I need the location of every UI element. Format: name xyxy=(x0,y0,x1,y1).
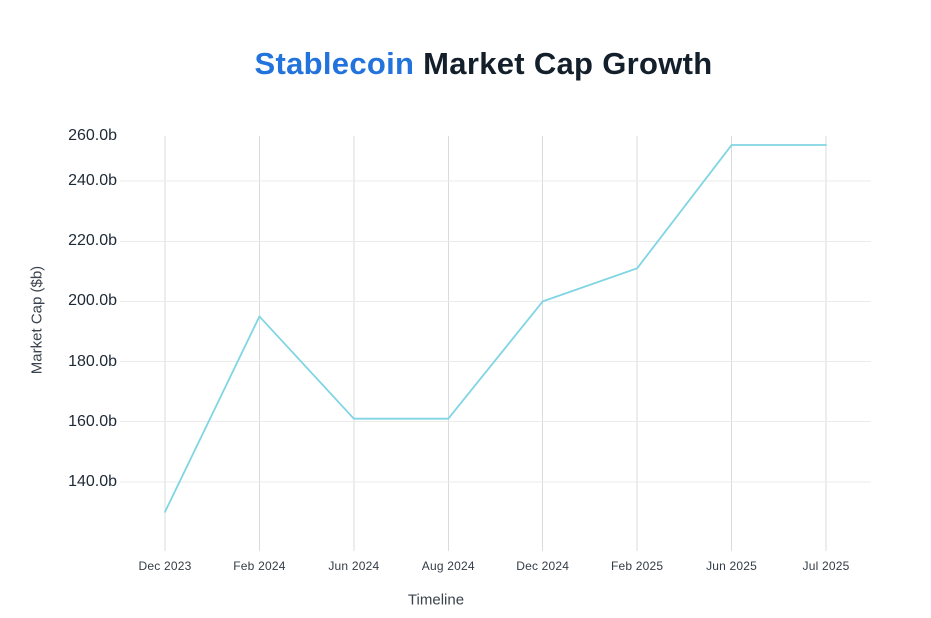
y-axis-title: Market Cap ($b) xyxy=(28,265,46,375)
y-tick-label: 180.0b xyxy=(68,352,117,370)
y-tick-label: 240.0b xyxy=(68,172,117,190)
market-cap-series-line xyxy=(164,144,827,513)
x-tick-label: Feb 2024 xyxy=(233,559,286,573)
y-tick-label: 260.0b xyxy=(68,127,117,144)
y-tick-label: 140.0b xyxy=(68,472,117,490)
chart-title: Stablecoin Market Cap Growth xyxy=(18,46,931,82)
x-axis-title: Timeline xyxy=(407,591,465,609)
x-tick-label: Jun 2025 xyxy=(706,559,758,573)
y-tick-label: 160.0b xyxy=(68,412,117,430)
x-tick-label: Dec 2023 xyxy=(138,559,192,573)
chart-title-highlight: Stablecoin xyxy=(254,46,415,81)
chart-title-rest: Market Cap Growth xyxy=(414,46,713,81)
x-tick-label: Jun 2024 xyxy=(328,559,380,573)
x-tick-label: Dec 2024 xyxy=(516,559,570,573)
x-tick-label: Feb 2025 xyxy=(610,559,664,573)
y-tick-label: 200.0b xyxy=(68,292,117,310)
x-tick-label: Aug 2024 xyxy=(421,559,475,573)
y-tick-label: 220.0b xyxy=(68,232,117,250)
x-tick-label: Jul 2025 xyxy=(802,559,850,573)
